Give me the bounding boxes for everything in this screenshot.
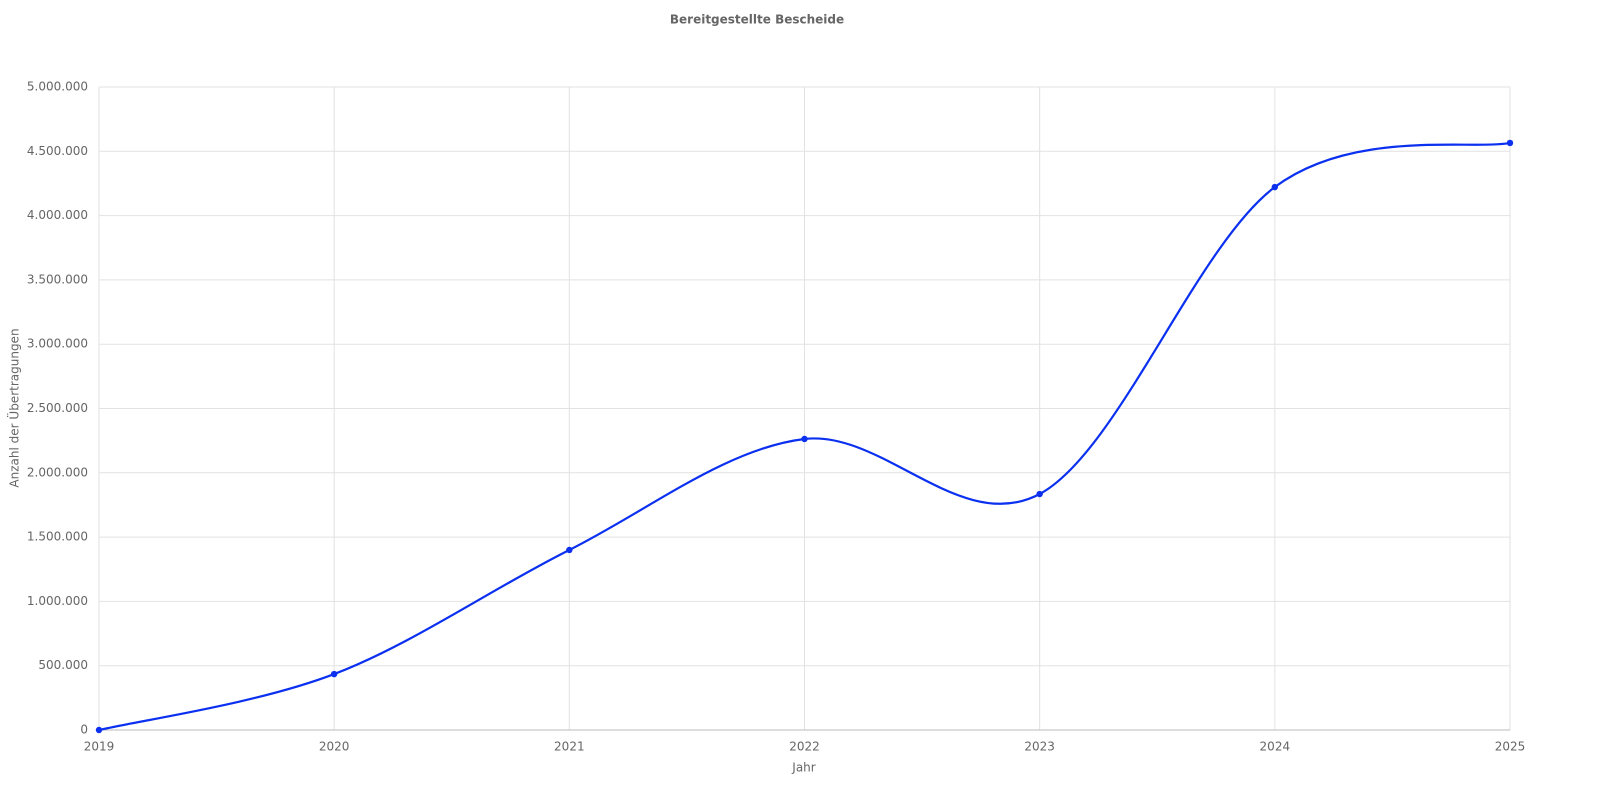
point [1506,139,1514,147]
point [566,546,573,554]
point [1036,490,1043,498]
y-tick-label: 2.500.000 [27,401,88,415]
point [330,670,338,678]
x-axis-label: Jahr [791,761,815,775]
x-tick-label: 2019 [84,740,115,754]
point [95,726,103,734]
point [801,435,808,443]
y-tick-label: 4.500.000 [27,144,88,158]
y-tick-label: 1.500.000 [27,530,88,544]
x-tick-label: 2022 [789,740,820,754]
y-tick-label: 2.000.000 [27,465,88,479]
y-axis-label: Anzahl der Übertragungen [6,328,22,487]
x-tick-label: 2021 [554,740,585,754]
y-tick-label: 500.000 [38,658,88,672]
x-tick-label: 2024 [1260,740,1291,754]
y-tick-label: 1.000.000 [27,594,88,608]
x-tick-label: 2023 [1024,740,1055,754]
point [1271,183,1279,191]
y-tick-label: 0 [80,723,88,737]
y-tick-label: 5.000.000 [27,80,88,94]
y-tick-label: 3.500.000 [27,272,88,286]
x-tick-label: 2025 [1495,740,1526,754]
y-tick-label: 4.000.000 [27,208,88,222]
x-tick-label: 2020 [319,740,350,754]
chart-title: Bereitgestellte Bescheide [670,13,844,27]
y-tick-label: 3.000.000 [27,337,88,351]
